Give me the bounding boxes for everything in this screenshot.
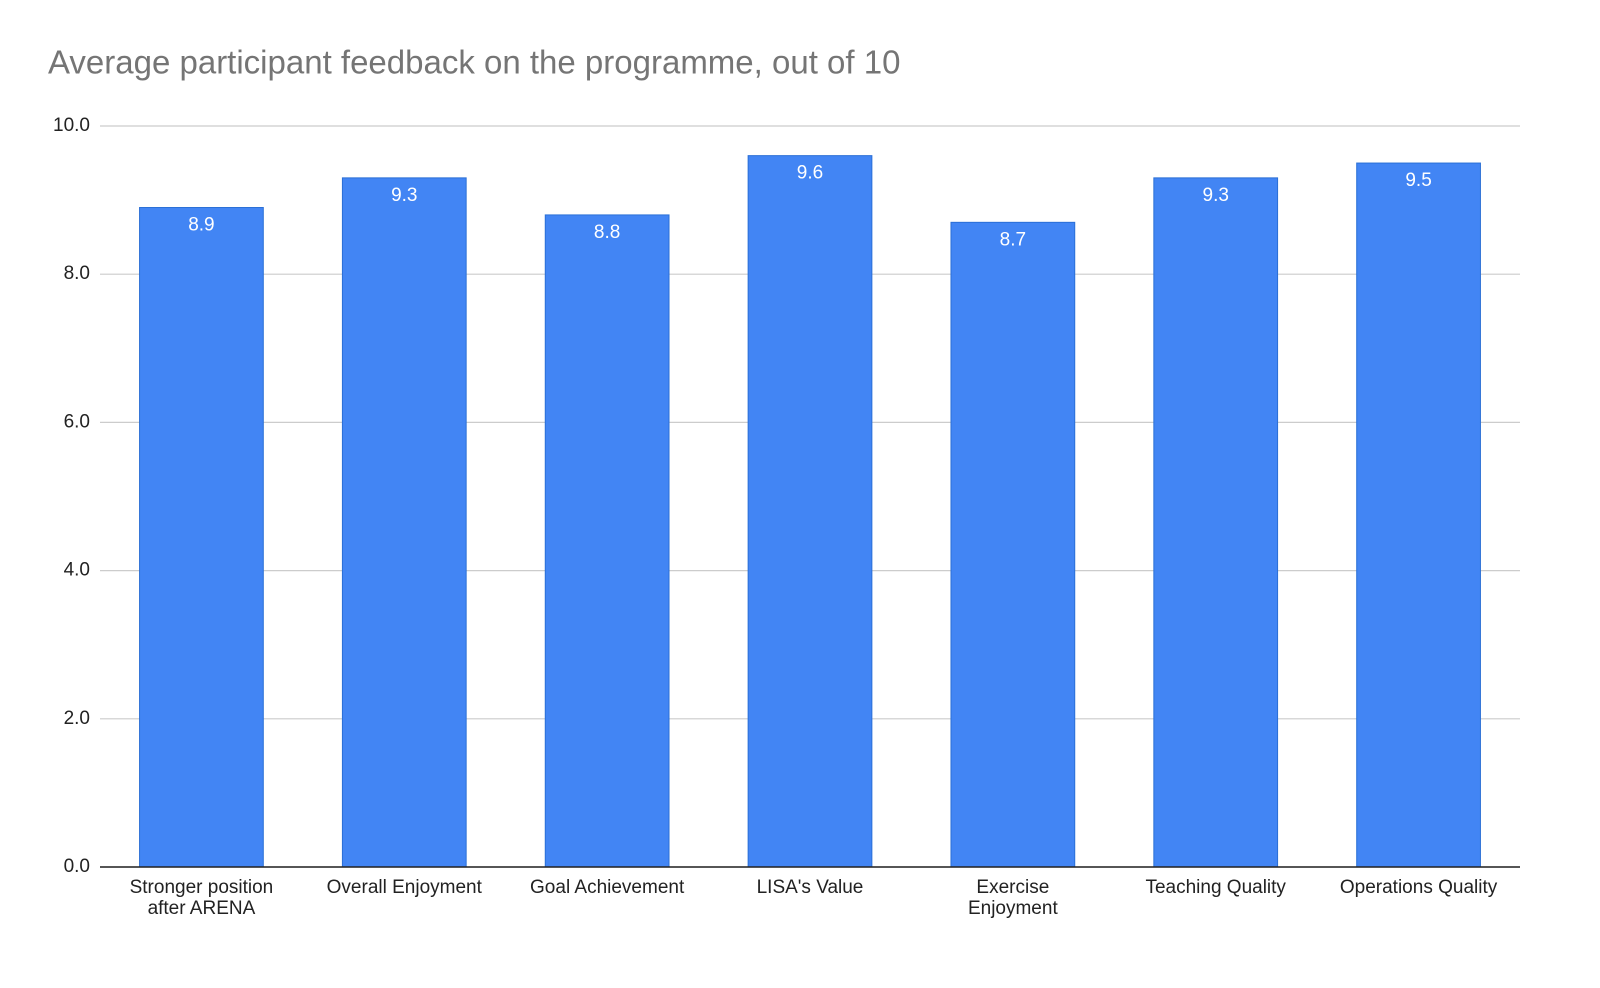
bar: [747, 155, 873, 868]
data-label: 9.3: [1203, 185, 1229, 206]
data-label: 9.5: [1405, 170, 1431, 191]
x-tick-label: Teaching Quality: [1145, 877, 1286, 898]
bar: [139, 207, 264, 868]
x-tick-label: Exercise Enjoyment: [967, 877, 1058, 919]
y-tick-label: 2.0: [64, 708, 90, 729]
y-tick-label: 6.0: [64, 411, 90, 432]
bar: [1356, 162, 1481, 868]
chart-title: Average participant feedback on the prog…: [48, 44, 900, 81]
bar: [950, 221, 1076, 868]
x-tick-label: Goal Achievement: [530, 877, 685, 898]
x-tick-label: LISA's Value: [756, 877, 864, 898]
x-tick-label: Operations Quality: [1339, 877, 1498, 898]
y-tick-label: 0.0: [64, 856, 90, 877]
y-tick-label: 10.0: [53, 115, 90, 136]
data-label: 9.3: [391, 185, 417, 206]
y-tick-label: 8.0: [64, 263, 90, 284]
data-label: 8.8: [594, 222, 620, 243]
y-tick-label: 4.0: [64, 560, 90, 581]
bar: [341, 177, 467, 868]
x-tick-label: Overall Enjoyment: [326, 877, 482, 898]
bar: [544, 214, 670, 868]
data-label: 8.7: [1000, 229, 1026, 250]
data-label: 8.9: [188, 215, 214, 236]
x-tick-label: Stronger position after ARENA: [129, 877, 274, 919]
data-label: 9.6: [797, 163, 823, 184]
bar: [1153, 177, 1279, 868]
